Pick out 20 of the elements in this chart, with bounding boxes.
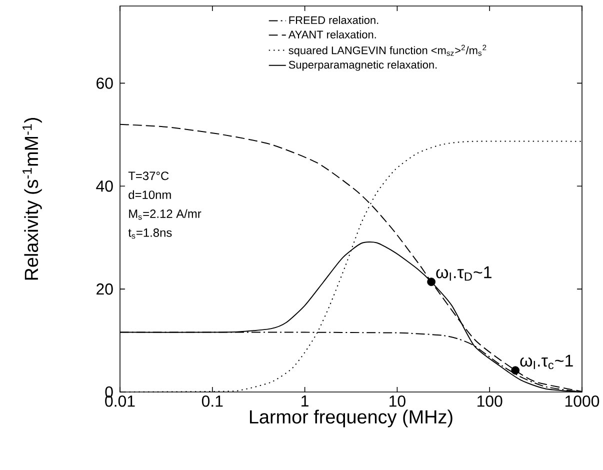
x-tick-label: 0.01 — [105, 396, 135, 407]
x-tick-label: 1 — [302, 396, 308, 406]
x-tick-label: 100 — [478, 396, 502, 407]
y-axis-title: Relaxivity (s$^{-1}$mM$^{-1}$) — [22, 118, 42, 280]
annotation: M$_{s}$=2.12 A/mr — [129, 209, 202, 220]
y-tick-label: 40 — [96, 180, 113, 192]
x-tick-label: 1000 — [565, 396, 600, 407]
y-tick-label: 20 — [96, 283, 113, 295]
annotation: ω$_{I}$.τ$_{D}$~1 — [436, 266, 492, 281]
x-axis-title: Larmor frequency (MHz) — [250, 410, 452, 428]
y-tick-label: 60 — [96, 78, 113, 89]
legend-label: AYANT relaxation. — [288, 30, 376, 38]
x-tick-label: 10 — [390, 396, 406, 407]
annotation: T=37°C — [128, 172, 169, 180]
legend-label: Superparamagnetic relaxation. — [288, 60, 437, 71]
legend-label: FREED relaxation. — [289, 16, 378, 24]
annotation: ω$_{I}$.τ$_{c}$~1 — [520, 354, 573, 370]
annotation: d=10nm — [128, 190, 171, 200]
x-tick-label: 0.1 — [202, 396, 223, 407]
annotation: t$_{s}$=1.8ns — [128, 228, 172, 239]
